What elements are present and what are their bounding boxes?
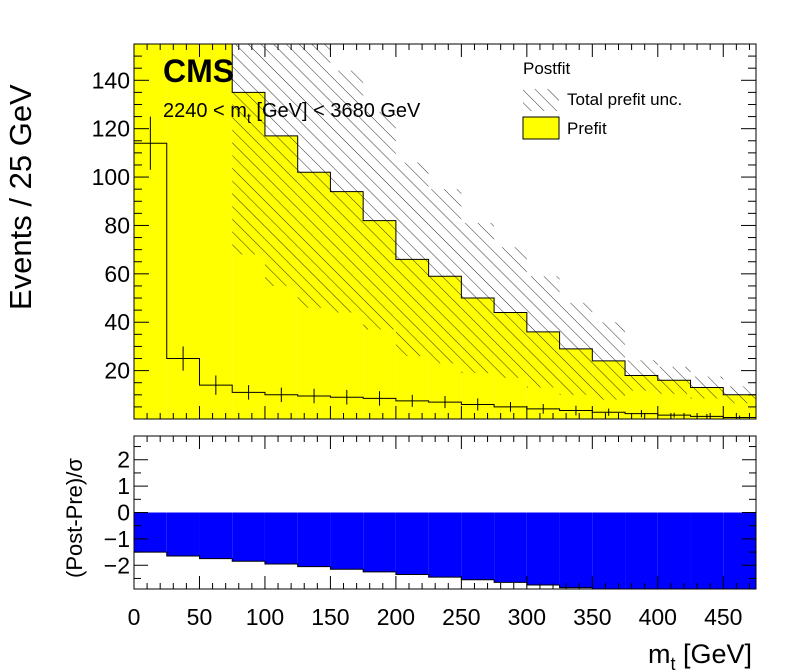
x-tick-label: 250 (442, 604, 480, 630)
prefit-unc-box (363, 111, 396, 330)
ratio-y-tick-label: −2 (104, 552, 130, 578)
prefit-unc-box (461, 223, 495, 374)
x-tick-label: 0 (128, 604, 141, 630)
pull-bar (428, 512, 462, 578)
prefit-unc-box (592, 322, 626, 400)
y-tick-label: 20 (104, 358, 130, 384)
pull-histogram (134, 512, 756, 589)
pull-bar (657, 512, 691, 589)
x-tick-label: 350 (573, 604, 611, 630)
pull-bar (494, 512, 527, 583)
x-tick-label: 200 (377, 604, 415, 630)
x-tick-label: 300 (508, 604, 546, 630)
x-axis-title: mt [GeV] (648, 639, 752, 672)
pull-bar (461, 512, 495, 580)
pull-bar (723, 512, 756, 589)
y-tick-label: 140 (92, 67, 130, 93)
pull-bar (166, 512, 200, 557)
pull-bar (526, 512, 560, 586)
top-frame (133, 43, 757, 420)
y-tick-label: 100 (92, 164, 130, 190)
ratio-y-tick-label: −1 (104, 526, 130, 552)
legend-label-unc: Total prefit unc. (567, 90, 682, 109)
cms-label: CMS (163, 53, 234, 89)
legend: Postfit Total prefit unc. Prefit (522, 59, 682, 140)
legend-swatch-prefit (522, 116, 560, 140)
y-tick-label: 80 (104, 212, 130, 238)
top-axis-ticks: 20 40 60 80 100 120 140 (92, 43, 756, 419)
pull-bar (297, 512, 331, 567)
ratio-y-tick-label: 0 (117, 500, 130, 526)
pull-bar (199, 512, 233, 559)
prefit-unc-box (232, 44, 265, 255)
x-tick-label: 450 (704, 604, 742, 630)
prefit-unc-box (625, 360, 658, 391)
prefit-unc-box (494, 247, 527, 378)
ratio-y-tick-label: 1 (117, 473, 130, 499)
prefit-unc-box (526, 276, 560, 388)
y-tick-label: 40 (104, 309, 130, 335)
pull-bar (264, 512, 298, 564)
y-tick-label: 120 (92, 116, 130, 142)
pull-bar (363, 512, 396, 572)
y-tick-label: 60 (104, 261, 130, 287)
pull-bar (232, 512, 265, 562)
x-tick-label: 100 (246, 604, 284, 630)
ratio-y-tick-label: 2 (117, 447, 130, 473)
postfit-histogram (134, 116, 756, 419)
pull-bar (330, 512, 364, 570)
prefit-unc-box (297, 44, 331, 308)
prefit-unc-box (690, 376, 724, 399)
prefit-bar (134, 44, 167, 419)
prefit-unc-box (723, 386, 756, 404)
pull-bar (592, 512, 626, 589)
selection-label: 2240 < mt [GeV] < 3680 GeV (163, 100, 421, 126)
main-panel: 20 40 60 80 100 120 140 CMS 2240 < mt [GeV] < … (3, 43, 757, 420)
y-axis-title: Events / 25 GeV (3, 84, 38, 310)
legend-header: Postfit (523, 59, 571, 78)
prefit-unc-box (559, 302, 593, 395)
prefit-uncertainty-band (232, 44, 756, 404)
pull-bar (559, 512, 593, 588)
prefit-unc-box (264, 44, 298, 286)
ratio-y-axis-title: (Post-Pre)/σ (62, 458, 87, 578)
prefit-unc-box (428, 189, 462, 364)
x-tick-label: 150 (311, 604, 349, 630)
prefit-unc-box (330, 70, 364, 313)
legend-swatch-hatch (523, 89, 559, 111)
pull-bar (134, 512, 167, 553)
prefit-unc-box (395, 162, 429, 357)
x-tick-label: 50 (187, 604, 213, 630)
pull-bar (395, 512, 429, 575)
x-tick-label: 400 (639, 604, 677, 630)
prefit-bar (199, 44, 233, 419)
prefit-unc-box (657, 366, 691, 394)
pull-bar (625, 512, 658, 589)
pull-bar (690, 512, 724, 589)
legend-label-prefit: Prefit (567, 119, 607, 138)
